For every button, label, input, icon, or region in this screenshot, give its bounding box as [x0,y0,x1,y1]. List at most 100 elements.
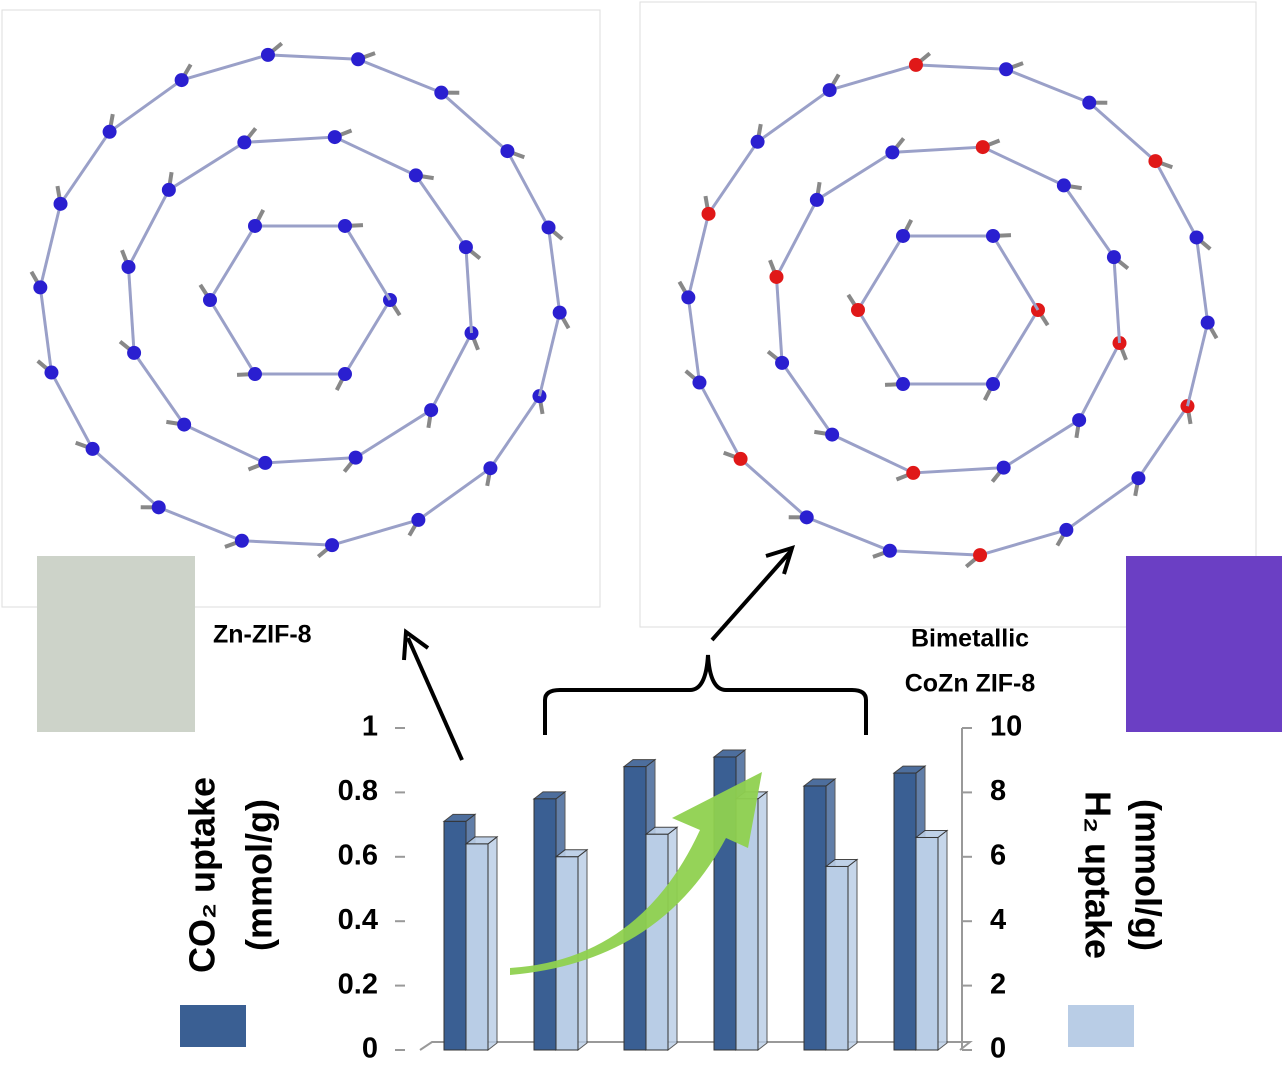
atom [121,259,136,274]
atom [809,192,824,207]
bond [707,140,759,215]
bond [168,141,246,192]
bond [265,456,356,465]
powder-cozn [1126,556,1282,732]
atom [825,427,840,442]
atom [127,345,142,360]
atom [986,377,1000,392]
y2-tick-label: 8 [990,775,1006,807]
atom [258,455,273,470]
annotation: Zn-ZIF-8 [213,621,312,649]
atom [33,280,48,295]
atom [483,461,498,476]
atom [799,510,814,525]
legend-swatch [180,1005,246,1047]
bond [1195,237,1210,323]
bond [1088,101,1157,163]
bond [429,332,473,411]
bond [979,528,1067,557]
bond [127,189,171,268]
atom [203,293,217,307]
y2-tick-label: 10 [990,711,1022,743]
bond [38,203,62,288]
atom [44,365,59,380]
y2-tick-label: 2 [990,968,1006,1000]
y-axis-label: (mmol/g) [239,799,280,951]
y2-axis-label: (mmol/g) [1127,799,1168,951]
atom [775,355,790,370]
atom [750,134,765,149]
atom [424,403,439,418]
bond [991,309,1040,385]
bond [1062,184,1116,258]
bond [913,466,1004,475]
bond [829,63,917,92]
bond [780,362,834,436]
atom [234,533,249,548]
bar [443,820,467,1051]
atom [681,290,696,305]
atom [151,500,166,515]
legend-swatch [1068,1005,1134,1047]
bar [623,766,647,1051]
atom [1189,230,1204,245]
atom [541,220,556,235]
bond [774,276,784,363]
bond [915,63,1007,71]
bond [991,235,1040,311]
bond [38,287,53,373]
bond [108,78,183,134]
atom [351,52,366,67]
y-tick-label: 0 [362,1033,378,1065]
y2-tick-label: 6 [990,839,1006,871]
bond [775,199,819,278]
atom [552,305,567,320]
atom [1072,413,1087,428]
bond [414,174,468,248]
y-tick-label: 0.2 [338,968,378,1000]
y2-axis-label: H₂ uptake [1077,791,1118,959]
bond [756,88,831,144]
bond [357,57,442,95]
atom [500,144,515,159]
atom [996,460,1011,475]
atom [327,130,342,145]
bond [698,381,742,460]
atom [1148,154,1163,169]
bond [334,135,417,177]
bond [181,53,269,82]
atom [411,512,426,527]
bond [183,423,266,465]
y2-tick-label: 0 [990,1033,1006,1065]
y-tick-label: 0.8 [338,775,378,807]
bond [208,225,257,301]
bond [1154,160,1198,239]
bond [50,371,94,450]
bond [806,515,891,553]
atom [1082,95,1097,110]
atom [248,367,262,382]
bond [343,225,392,301]
bond [1137,405,1189,480]
bond [538,312,562,397]
bond [1077,342,1121,421]
atom [906,465,921,480]
annotation: CoZn ZIF-8 [905,670,1036,698]
atom [338,218,352,233]
atom [434,85,449,100]
bond [1005,67,1090,105]
y2-tick-label: 4 [990,904,1006,936]
atom [237,135,252,150]
structure-cozn [677,51,1219,569]
atom [458,240,473,255]
atom [1059,522,1074,537]
atom [102,124,117,139]
bond [464,247,474,334]
bar [825,865,849,1051]
bond [831,433,914,475]
bond [892,145,983,154]
atom [408,168,423,183]
atom [908,57,923,72]
bond [856,309,905,385]
